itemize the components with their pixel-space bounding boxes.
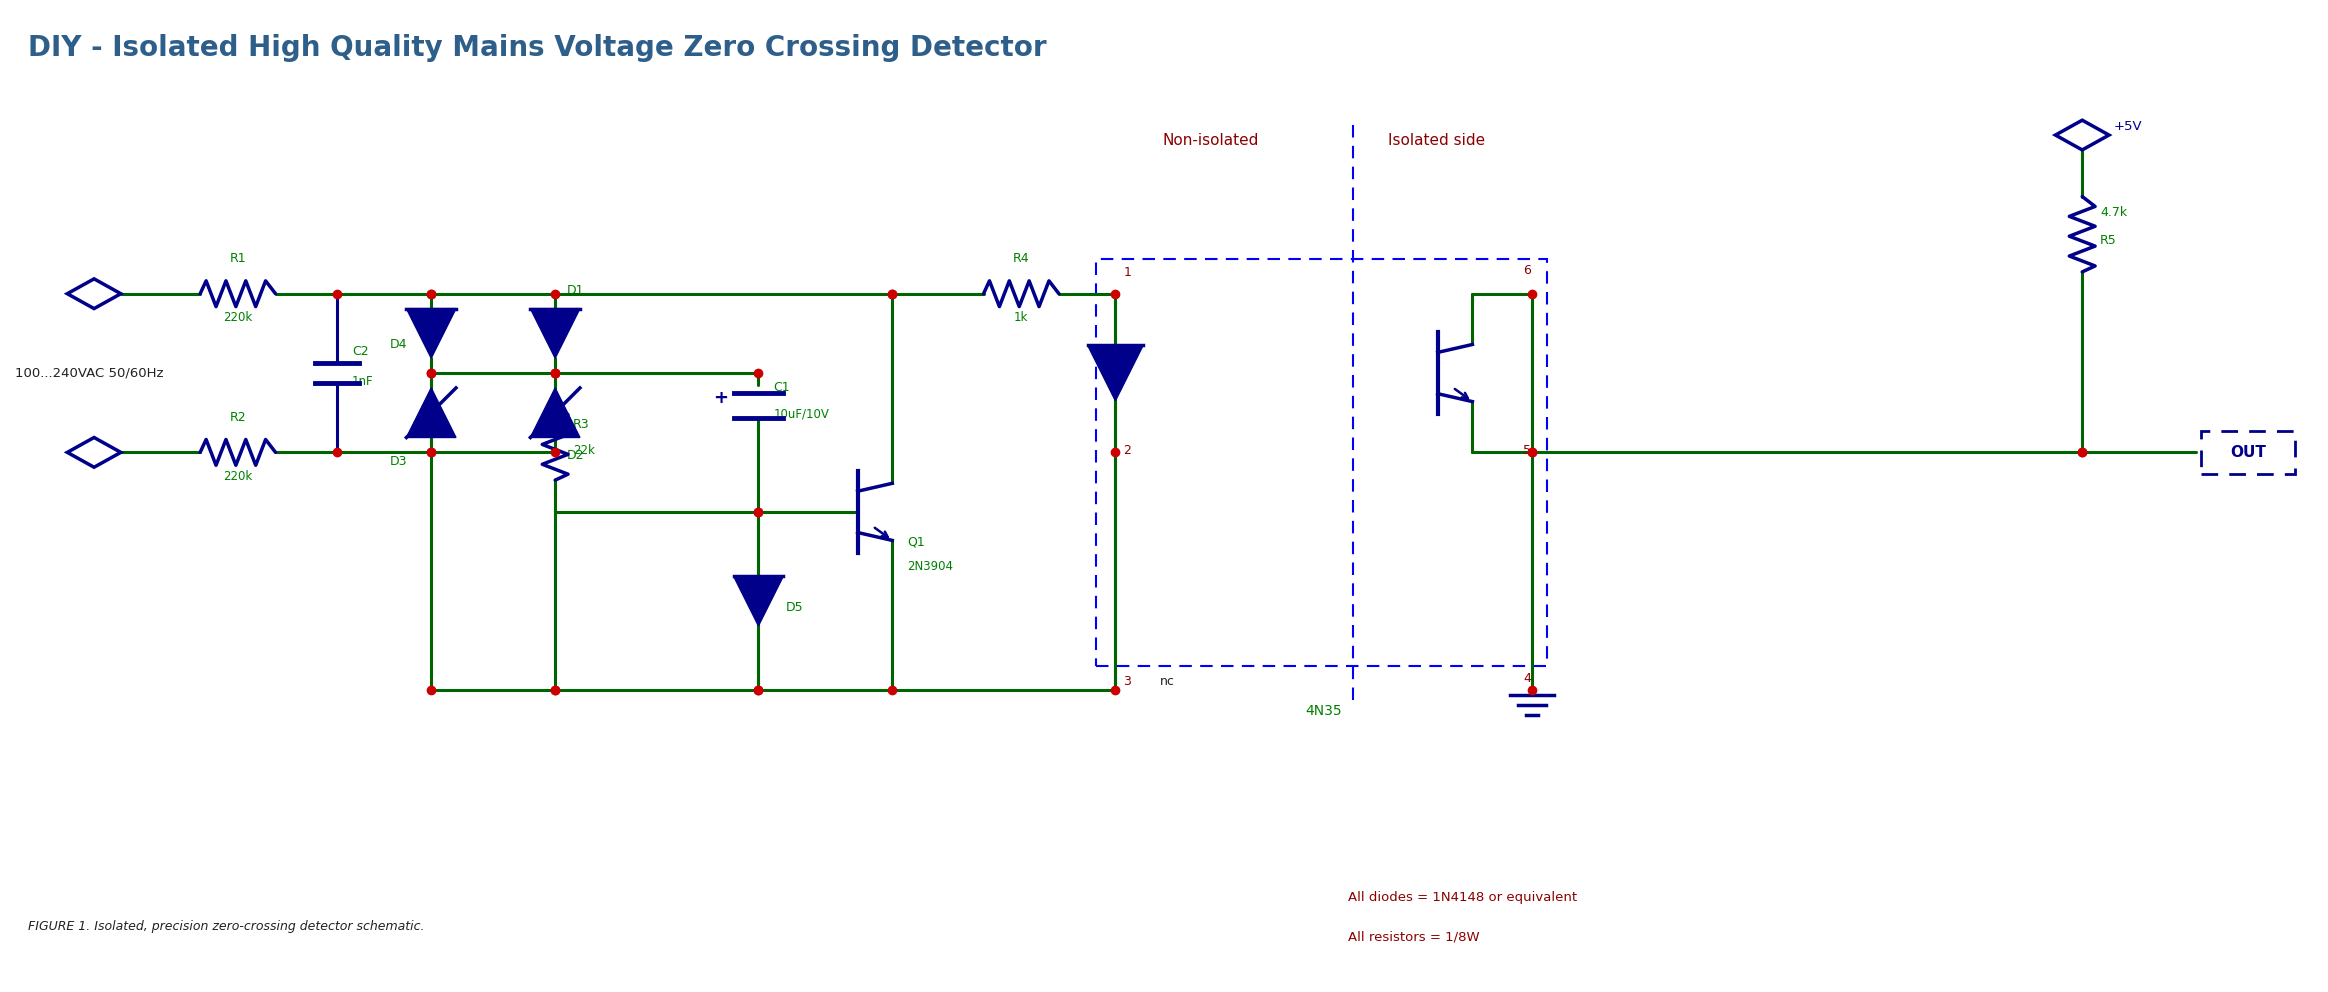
Text: OUT: OUT xyxy=(2230,444,2265,460)
Text: FIGURE 1. Isolated, precision zero-crossing detector schematic.: FIGURE 1. Isolated, precision zero-cross… xyxy=(28,921,424,933)
Polygon shape xyxy=(407,388,456,437)
Text: R3: R3 xyxy=(573,418,589,431)
Text: 10uF/10V: 10uF/10V xyxy=(773,408,829,421)
Text: +: + xyxy=(712,389,729,407)
Text: 220k: 220k xyxy=(223,470,251,483)
Text: 6: 6 xyxy=(1523,264,1532,277)
Polygon shape xyxy=(407,309,456,358)
Text: D3: D3 xyxy=(389,455,407,468)
Text: +5V: +5V xyxy=(2114,120,2142,133)
Text: Non-isolated: Non-isolated xyxy=(1162,133,1259,148)
Text: D4: D4 xyxy=(389,338,407,351)
Text: 22k: 22k xyxy=(573,444,596,457)
Text: 5: 5 xyxy=(1523,444,1532,457)
Text: 100...240VAC 50/60Hz: 100...240VAC 50/60Hz xyxy=(14,366,163,380)
Text: nc: nc xyxy=(1159,676,1176,688)
Text: DIY - Isolated High Quality Mains Voltage Zero Crossing Detector: DIY - Isolated High Quality Mains Voltag… xyxy=(28,34,1045,62)
Text: R5: R5 xyxy=(2100,234,2116,247)
Text: D1: D1 xyxy=(568,284,584,297)
FancyBboxPatch shape xyxy=(2202,431,2295,474)
Text: R1: R1 xyxy=(230,252,247,265)
Polygon shape xyxy=(1087,345,1143,401)
Text: Q1: Q1 xyxy=(908,536,924,549)
Text: 2: 2 xyxy=(1124,444,1131,457)
Text: 1k: 1k xyxy=(1015,311,1029,324)
Text: All diodes = 1N4148 or equivalent: All diodes = 1N4148 or equivalent xyxy=(1348,891,1578,904)
Text: R2: R2 xyxy=(230,411,247,424)
Text: 4N35: 4N35 xyxy=(1306,704,1341,718)
Text: 220k: 220k xyxy=(223,311,251,324)
Text: 1: 1 xyxy=(1124,266,1131,279)
Text: Isolated side: Isolated side xyxy=(1387,133,1485,148)
Text: 4.7k: 4.7k xyxy=(2100,206,2128,219)
Text: 4: 4 xyxy=(1523,673,1532,685)
Polygon shape xyxy=(531,309,580,358)
Text: All resistors = 1/8W: All resistors = 1/8W xyxy=(1348,930,1481,943)
Text: C2: C2 xyxy=(352,345,368,358)
Text: 3: 3 xyxy=(1124,676,1131,688)
Polygon shape xyxy=(733,576,782,626)
Text: R4: R4 xyxy=(1013,252,1029,265)
Text: D2: D2 xyxy=(568,449,584,462)
Polygon shape xyxy=(531,388,580,437)
Text: D5: D5 xyxy=(787,601,803,614)
Text: 2N3904: 2N3904 xyxy=(908,560,952,573)
Text: 1nF: 1nF xyxy=(352,375,372,388)
Text: C1: C1 xyxy=(773,381,789,394)
